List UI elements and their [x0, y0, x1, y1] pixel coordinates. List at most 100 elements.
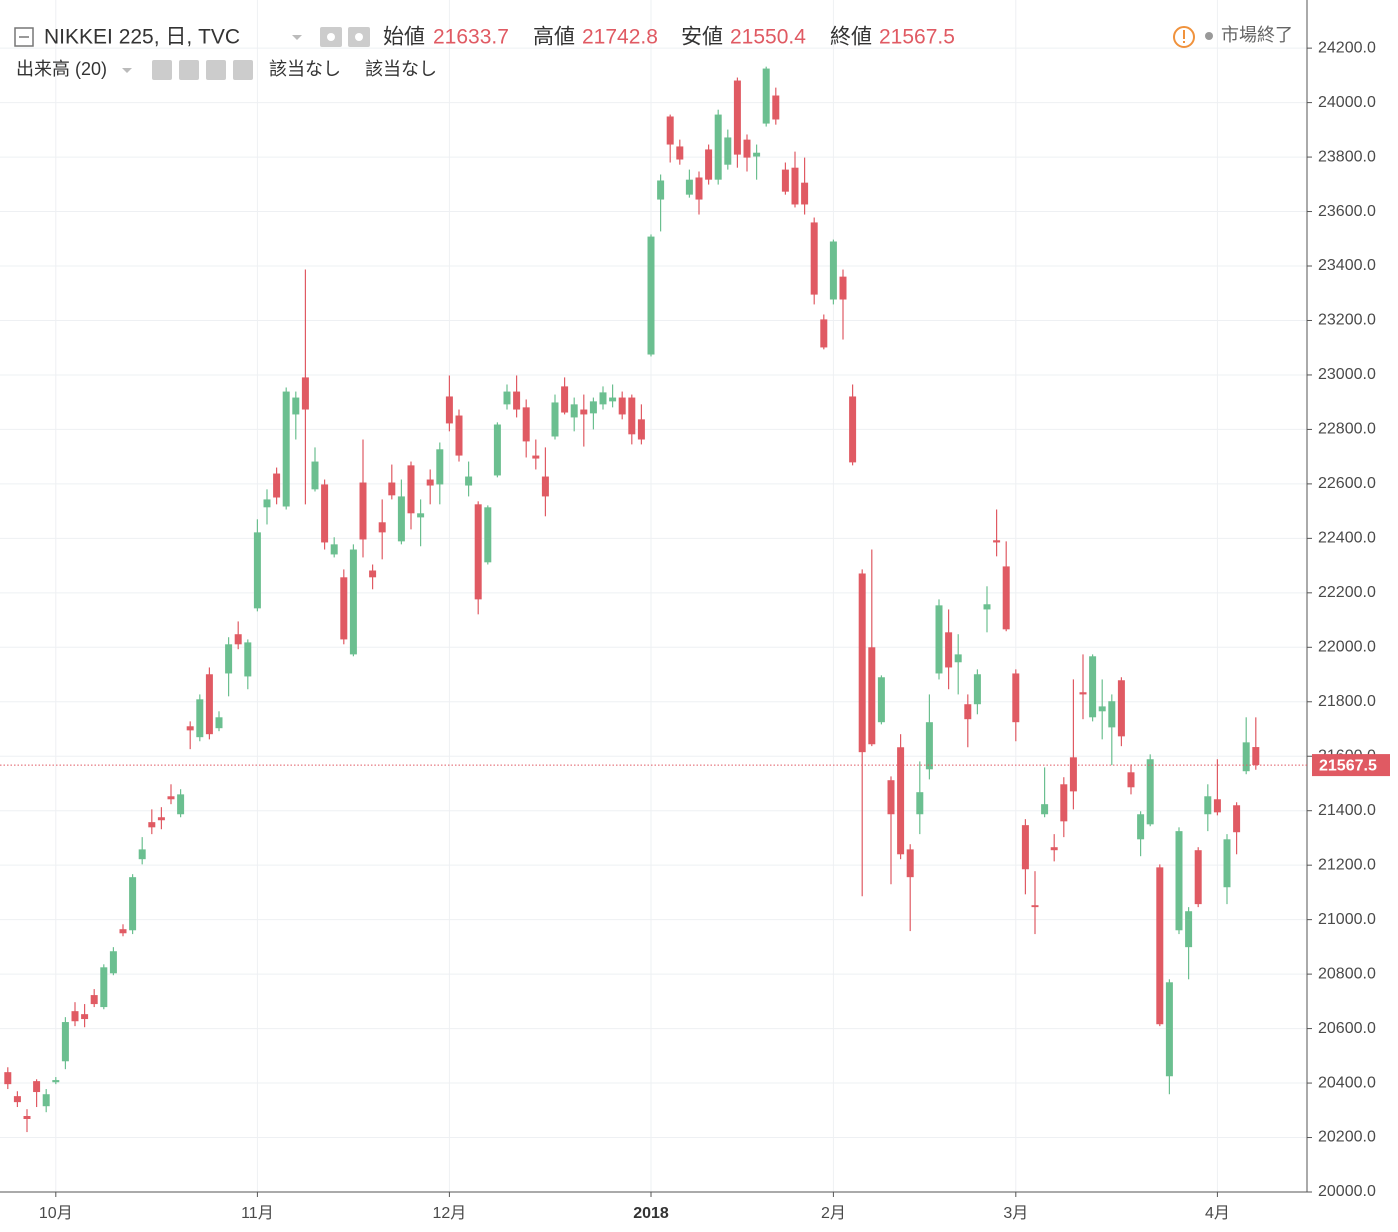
candle-body: [369, 570, 377, 578]
x-tick-label: 10月: [39, 1205, 73, 1222]
candle-body: [205, 674, 213, 735]
candle-body: [906, 849, 914, 878]
y-tick-label: 23400.0: [1318, 257, 1376, 274]
candle-body: [253, 532, 261, 609]
candle-body: [868, 647, 876, 745]
candle-body: [1146, 759, 1154, 825]
candle-body: [724, 137, 732, 165]
candle-body: [1233, 805, 1241, 833]
candle-body: [647, 236, 655, 355]
candle-body: [849, 396, 857, 463]
y-tick-label: 22600.0: [1318, 475, 1376, 492]
candle-body: [1242, 742, 1250, 772]
candle-body: [90, 995, 98, 1005]
x-tick-label: 3月: [1003, 1205, 1028, 1222]
candle-body: [321, 484, 329, 543]
candle-body: [388, 482, 396, 496]
candle-body: [42, 1094, 50, 1107]
candle-body: [561, 386, 569, 413]
candle-body: [753, 152, 761, 157]
warning-icon[interactable]: [1173, 26, 1195, 48]
close-label: 終値: [830, 26, 872, 49]
status-dot: [1205, 32, 1213, 40]
x-tick-label: 2月: [821, 1205, 846, 1222]
candle-body: [474, 504, 482, 600]
y-tick-label: 23800.0: [1318, 148, 1376, 165]
candle-body: [196, 699, 204, 738]
candle-body: [551, 402, 559, 437]
candle-body: [1117, 680, 1125, 737]
candle-body: [1002, 566, 1010, 630]
candle-body: [225, 644, 233, 674]
candle-body: [1012, 673, 1020, 723]
candle-body: [1213, 799, 1221, 813]
candle-body: [349, 549, 357, 655]
candle-body: [1041, 804, 1049, 815]
candle-body: [666, 116, 674, 145]
candle-body: [897, 747, 905, 855]
candle-body: [1165, 982, 1173, 1077]
candles: [4, 66, 1260, 1133]
candle-body: [685, 179, 693, 195]
candle-body: [714, 114, 722, 180]
candle-body: [618, 397, 626, 415]
candle-body: [513, 391, 521, 410]
candle-body: [340, 577, 348, 640]
candle-body: [1175, 831, 1183, 931]
candle-body: [762, 68, 770, 124]
indicator-add-icon[interactable]: [206, 60, 226, 80]
y-tick-label: 24000.0: [1318, 94, 1376, 111]
candle-body: [100, 967, 108, 1008]
indicator-dropdown[interactable]: [122, 68, 132, 73]
candle-body: [743, 139, 751, 158]
candle-body: [138, 849, 146, 860]
candle-body: [292, 397, 300, 415]
candle-body: [657, 180, 665, 200]
candle-body: [119, 929, 127, 934]
candle-body: [493, 424, 501, 476]
y-tick-label: 22000.0: [1318, 639, 1376, 656]
y-tick-label: 21400.0: [1318, 802, 1376, 819]
warning-icon-dot: [1183, 41, 1185, 43]
candle-body: [157, 817, 165, 821]
candle-body: [484, 507, 492, 563]
candle-body: [637, 419, 645, 440]
y-tick-label: 24200.0: [1318, 39, 1376, 56]
candle-body: [676, 146, 684, 160]
candle-body: [964, 704, 972, 720]
indicator-settings-icon[interactable]: [179, 60, 199, 80]
candle-body: [532, 455, 540, 459]
candle-body: [1089, 656, 1097, 718]
candle-body: [916, 792, 924, 815]
market-status: 市場終了: [1221, 25, 1293, 45]
indicator-remove-icon[interactable]: [233, 60, 253, 80]
candle-body: [234, 634, 242, 645]
candle-body: [983, 604, 991, 610]
warning-icon-bar: [1183, 30, 1185, 39]
candle-body: [61, 1022, 69, 1062]
indicator-eye-icon[interactable]: [152, 60, 172, 80]
indicator-value: 該当なし: [365, 59, 437, 79]
candle-body: [503, 391, 511, 405]
y-tick-label: 23000.0: [1318, 366, 1376, 383]
candle-body: [820, 319, 828, 348]
candle-body: [839, 276, 847, 300]
candle-body: [925, 722, 933, 770]
candle-body: [109, 951, 117, 974]
candle-body: [23, 1116, 31, 1120]
dropdown-arrow[interactable]: [292, 35, 302, 40]
y-tick-label: 23600.0: [1318, 203, 1376, 220]
candle-body: [177, 794, 185, 815]
candle-body: [1156, 867, 1164, 1025]
candle-body: [1069, 757, 1077, 792]
candle-body: [877, 677, 885, 723]
candle-body: [580, 409, 588, 415]
candle-body: [1050, 847, 1058, 851]
candle-body: [13, 1096, 21, 1103]
candle-body: [935, 605, 943, 674]
candle-body: [311, 461, 319, 490]
candle-body: [829, 241, 837, 300]
candle-body: [628, 397, 636, 435]
indicator-value: 該当なし: [269, 59, 341, 79]
